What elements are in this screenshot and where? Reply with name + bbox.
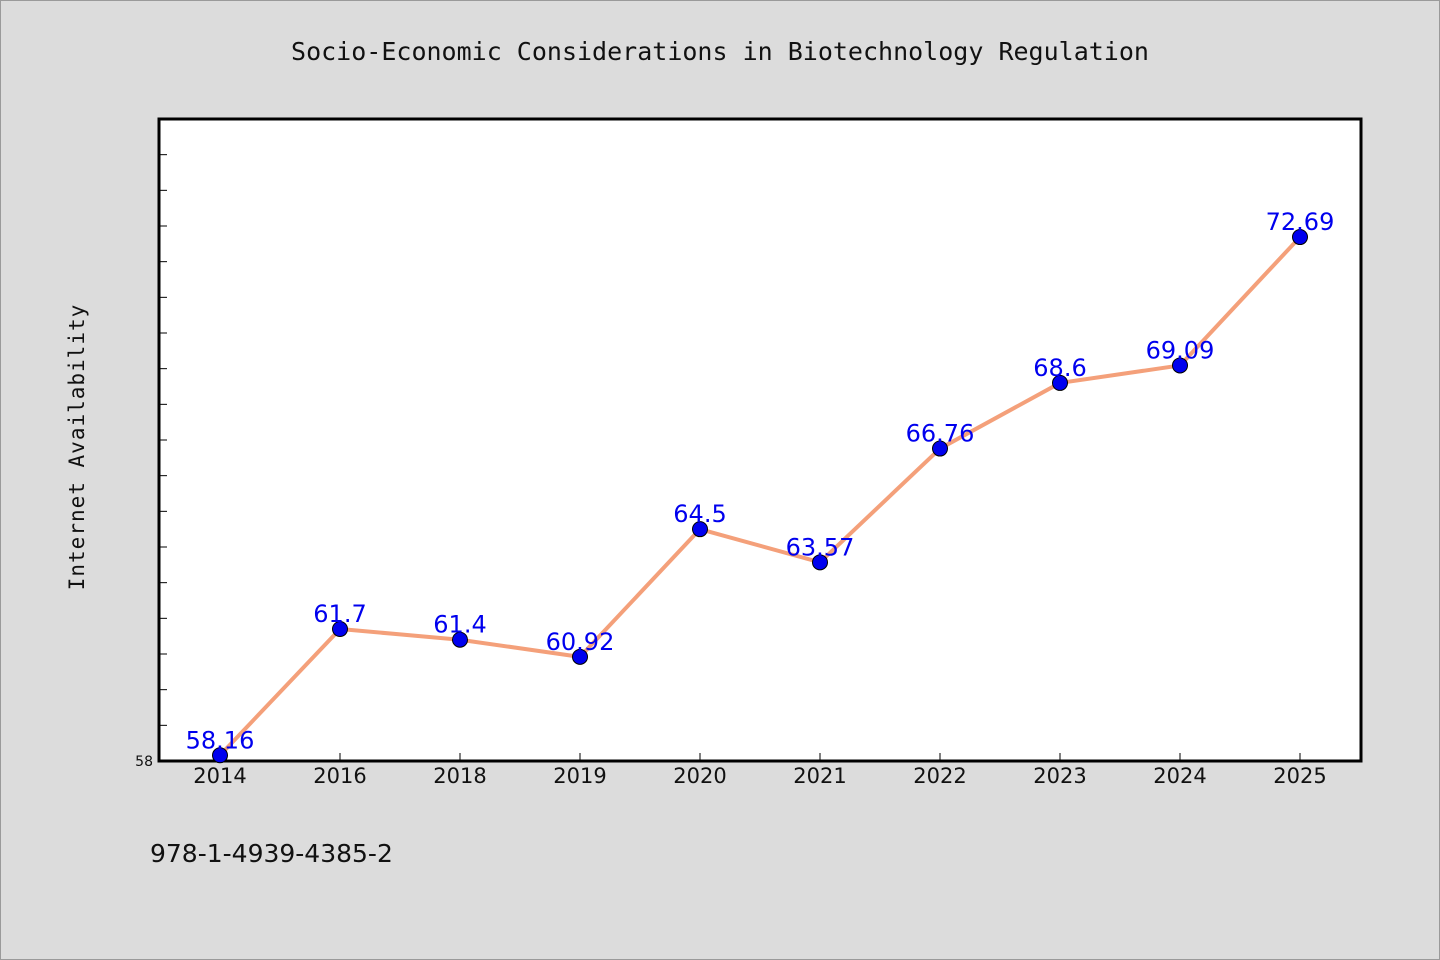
data-label: 58.16	[186, 726, 255, 754]
data-label: 66.76	[906, 420, 975, 448]
isbn-footer: 978-1-4939-4385-2	[150, 839, 393, 868]
data-label: 72.69	[1266, 208, 1335, 236]
data-point	[692, 521, 708, 538]
x-tick-label: 2021	[793, 764, 846, 788]
y-axis-label: Internet Availability	[65, 304, 89, 591]
data-point	[572, 648, 588, 665]
data-point	[932, 440, 948, 457]
data-point	[212, 747, 228, 764]
data-point	[812, 554, 828, 571]
data-label: 69.09	[1146, 336, 1215, 364]
x-axis-ticks: 2014 2016 2018 2019 2020 2021 2022 2023 2024 2025	[193, 753, 1327, 788]
data-point	[332, 621, 348, 638]
x-tick-label: 2018	[433, 764, 486, 788]
data-point	[1052, 374, 1068, 391]
x-tick-label: 2016	[313, 764, 366, 788]
x-tick-label: 2022	[913, 764, 966, 788]
data-label: 61.4	[433, 611, 486, 639]
x-tick-label: 2024	[1153, 764, 1206, 788]
data-label: 60.92	[546, 628, 615, 656]
x-tick-label: 2020	[673, 764, 726, 788]
data-point	[1292, 229, 1308, 246]
data-label: 68.6	[1033, 354, 1086, 382]
series-layer: 58.16 61.7 61.4 60.92 64.5 63.57 66.76 68.6 69.0…	[186, 208, 1335, 764]
data-point	[452, 631, 468, 648]
series-line	[218, 235, 1302, 757]
x-tick-label: 2019	[553, 764, 606, 788]
data-point	[1172, 357, 1188, 374]
x-tick-label: 2025	[1273, 764, 1326, 788]
x-tick-label: 2023	[1033, 764, 1086, 788]
data-label: 61.7	[313, 600, 366, 628]
data-label: 63.57	[786, 533, 855, 561]
plot-area	[157, 117, 1363, 763]
y-axis-ticks: 58	[135, 154, 167, 770]
data-label: 64.5	[673, 500, 726, 528]
y-tick-label: 58	[135, 754, 153, 770]
chart-title: Socio-Economic Considerations in Biotech…	[291, 37, 1149, 66]
x-tick-label: 2014	[193, 764, 246, 788]
